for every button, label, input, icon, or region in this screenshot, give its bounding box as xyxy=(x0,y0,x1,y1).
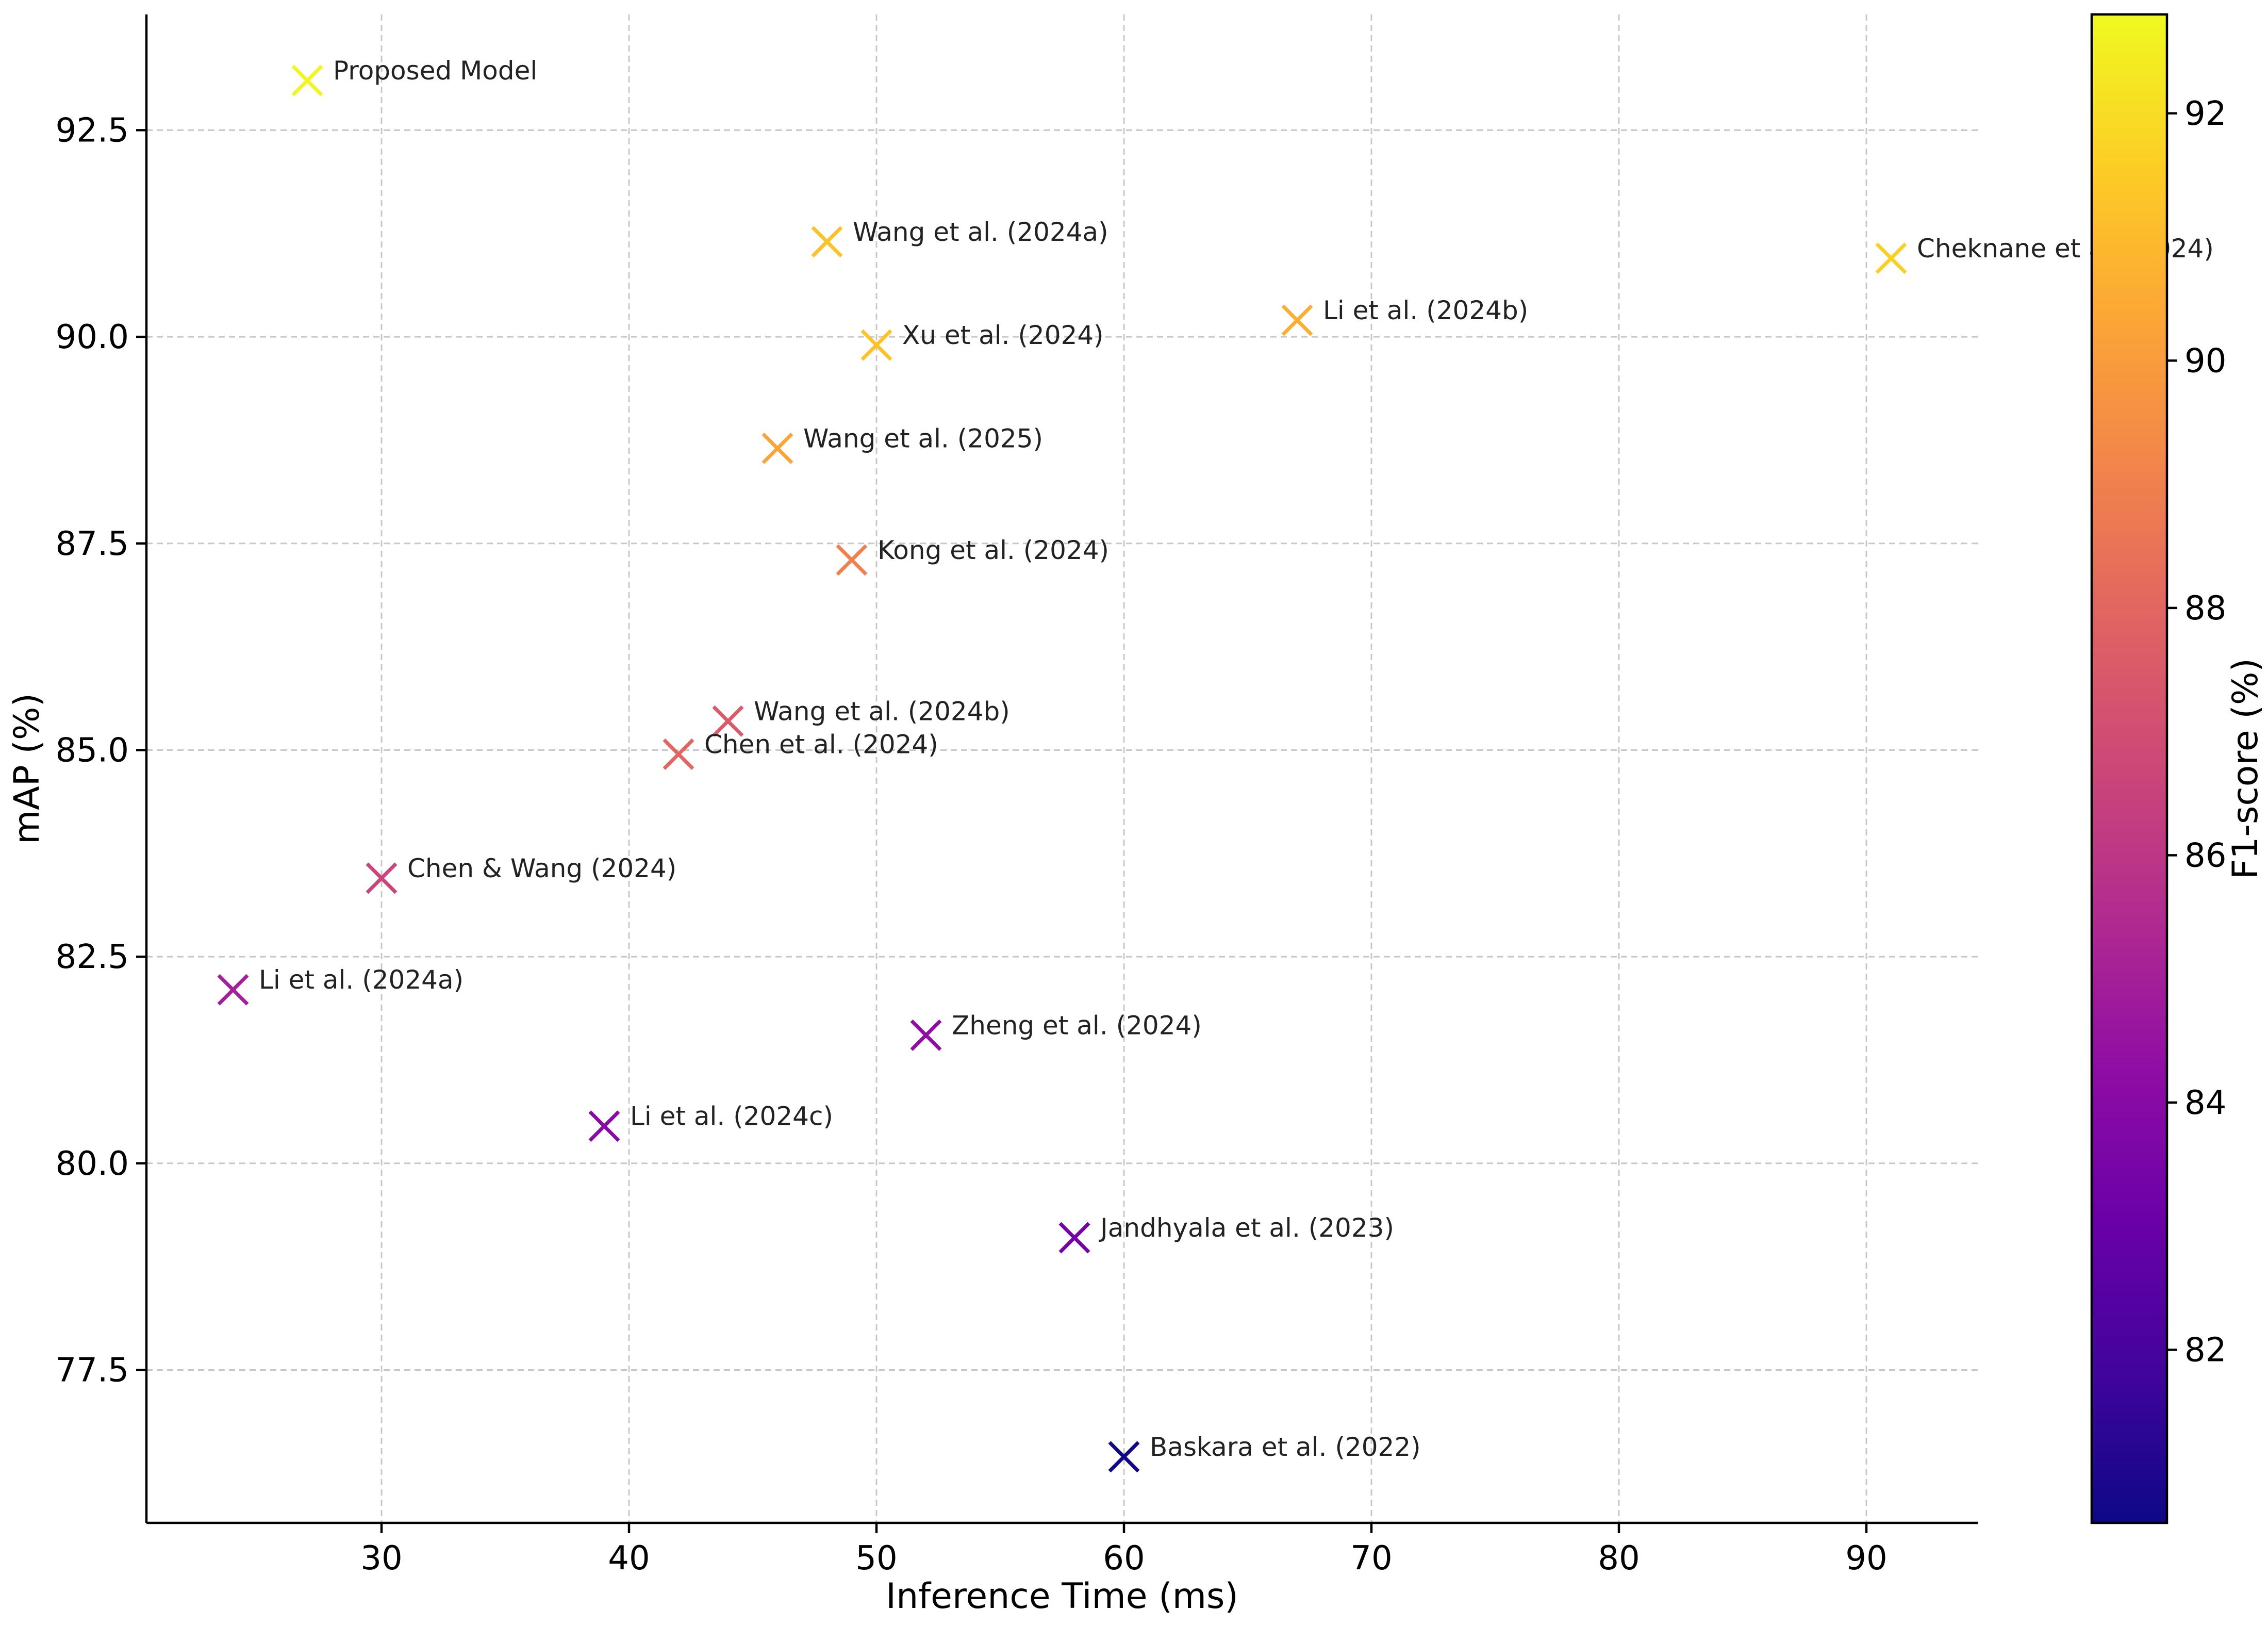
grid-y-lines xyxy=(146,129,1978,1371)
x-tick-label: 60 xyxy=(1103,1539,1145,1578)
point-marker xyxy=(910,1019,942,1051)
point-label: Kong et al. (2024) xyxy=(878,535,1109,565)
point-label: Proposed Model xyxy=(333,56,537,86)
colorbar-tick-label: 92 xyxy=(2184,95,2226,133)
data-point: Li et al. (2024b) xyxy=(1281,296,1528,336)
point-label: Zheng et al. (2024) xyxy=(952,1010,1202,1040)
data-point: Kong et al. (2024) xyxy=(836,535,1109,576)
point-marker xyxy=(811,226,843,258)
x-tick-label: 90 xyxy=(1845,1539,1887,1578)
data-point: Wang et al. (2024b) xyxy=(712,696,1010,737)
colorbar-tick-label: 84 xyxy=(2184,1084,2226,1122)
point-label: Li et al. (2024b) xyxy=(1323,296,1528,325)
y-tick-label: 82.5 xyxy=(56,938,129,976)
x-tick-label: 40 xyxy=(608,1539,650,1578)
point-label: Chen & Wang (2024) xyxy=(407,853,676,883)
data-point: Xu et al. (2024) xyxy=(860,320,1104,361)
x-tick-label: 30 xyxy=(360,1539,402,1578)
data-points: Proposed Model Wang et al. (2024a) Cheknan… xyxy=(217,56,2214,1473)
data-point: Li et al. (2024a) xyxy=(217,965,463,1006)
data-point: Baskara et al. (2022) xyxy=(1108,1432,1421,1473)
point-marker xyxy=(1281,304,1313,336)
x-tick-label: 80 xyxy=(1598,1539,1640,1578)
colorbar-frame xyxy=(2090,13,2168,1524)
colorbar-tick-label: 86 xyxy=(2184,836,2226,875)
colorbar-tick-label: 90 xyxy=(2184,342,2226,380)
colorbar: 82 84 86 88 90 92 F1-score (%) xyxy=(2090,13,2266,1524)
point-label: Wang et al. (2025) xyxy=(803,423,1043,453)
point-marker xyxy=(291,64,323,96)
colorbar-title: F1-score (%) xyxy=(2225,658,2266,879)
point-label: Li et al. (2024a) xyxy=(259,965,463,995)
point-label: Jandhyala et al. (2023) xyxy=(1099,1213,1394,1243)
point-marker xyxy=(663,738,694,770)
point-label: Wang et al. (2024b) xyxy=(754,696,1010,726)
point-label: Wang et al. (2024a) xyxy=(853,217,1108,247)
point-label: Xu et al. (2024) xyxy=(902,320,1104,350)
y-ticks: 77.5 80.0 82.5 85.0 87.5 90.0 92.5 xyxy=(56,111,146,1389)
x-tick-label: 50 xyxy=(855,1539,897,1578)
colorbar-ticks: 82 84 86 88 90 92 xyxy=(2167,95,2226,1369)
point-marker xyxy=(836,544,868,576)
point-marker xyxy=(712,705,744,737)
grid xyxy=(146,14,1978,1523)
point-label: Li et al. (2024c) xyxy=(630,1102,833,1131)
point-marker xyxy=(588,1110,620,1142)
data-point: Wang et al. (2025) xyxy=(761,423,1043,464)
y-tick-label: 92.5 xyxy=(56,111,129,150)
point-marker xyxy=(860,329,892,361)
point-marker xyxy=(761,432,793,464)
point-marker xyxy=(1108,1441,1140,1473)
colorbar-tick-label: 82 xyxy=(2184,1331,2226,1369)
point-label: Cheknane et al. (2024) xyxy=(1917,234,2214,264)
x-ticks: 30 40 50 60 70 80 90 xyxy=(360,1523,1888,1578)
y-tick-label: 80.0 xyxy=(56,1145,129,1183)
x-axis-title: Inference Time (ms) xyxy=(886,1576,1238,1617)
data-point: Proposed Model xyxy=(291,56,537,96)
colorbar-gradient xyxy=(2092,14,2167,1523)
y-tick-label: 85.0 xyxy=(56,731,129,769)
colorbar-tick-label: 88 xyxy=(2184,589,2226,628)
point-marker xyxy=(1875,242,1907,274)
y-axis-title: mAP (%) xyxy=(7,693,47,844)
y-tick-label: 77.5 xyxy=(56,1351,129,1389)
data-point: Zheng et al. (2024) xyxy=(910,1010,1202,1051)
data-point: Chen et al. (2024) xyxy=(663,729,938,770)
y-tick-label: 90.0 xyxy=(56,318,129,356)
point-marker xyxy=(217,974,249,1006)
data-point: Jandhyala et al. (2023) xyxy=(1058,1213,1394,1254)
x-tick-label: 70 xyxy=(1350,1539,1392,1578)
point-label: Baskara et al. (2022) xyxy=(1150,1432,1421,1462)
y-tick-label: 87.5 xyxy=(56,525,129,563)
point-marker xyxy=(1058,1222,1090,1254)
axes: 30 40 50 60 70 80 90 77.5 80.0 82.5 85.0 87.5 90.0 9… xyxy=(56,14,1978,1578)
data-point: Wang et al. (2024a) xyxy=(811,217,1108,258)
grid-x-lines xyxy=(380,14,1867,1523)
point-label: Chen et al. (2024) xyxy=(704,729,938,759)
data-point: Chen & Wang (2024) xyxy=(366,853,676,894)
data-point: Li et al. (2024c) xyxy=(588,1102,833,1142)
point-marker xyxy=(366,862,398,894)
